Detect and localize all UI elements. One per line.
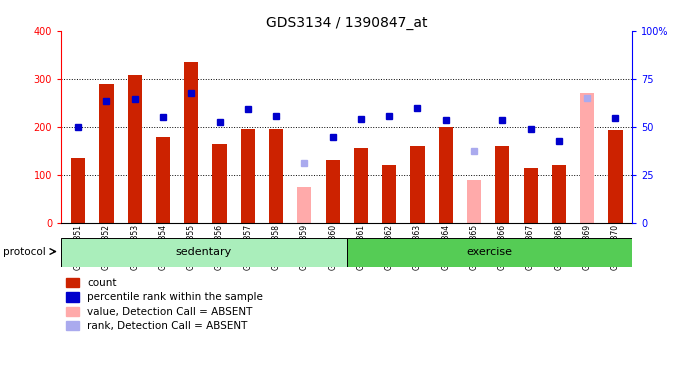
Bar bbox=[382, 165, 396, 223]
Text: protocol: protocol bbox=[3, 247, 46, 257]
Bar bbox=[269, 129, 283, 223]
Bar bbox=[524, 167, 538, 223]
Bar bbox=[347, 238, 632, 267]
Legend: count, percentile rank within the sample, value, Detection Call = ABSENT, rank, : count, percentile rank within the sample… bbox=[67, 278, 263, 331]
Bar bbox=[128, 75, 142, 223]
Bar bbox=[241, 129, 255, 223]
Text: exercise: exercise bbox=[466, 247, 513, 258]
Bar bbox=[61, 238, 347, 267]
Bar bbox=[156, 137, 170, 223]
Bar bbox=[495, 146, 509, 223]
Bar bbox=[184, 62, 199, 223]
Bar bbox=[411, 146, 424, 223]
Bar bbox=[71, 158, 85, 223]
Bar bbox=[354, 148, 368, 223]
Bar bbox=[99, 84, 114, 223]
Title: GDS3134 / 1390847_at: GDS3134 / 1390847_at bbox=[266, 16, 428, 30]
Bar bbox=[297, 187, 311, 223]
Bar bbox=[467, 180, 481, 223]
Bar bbox=[580, 93, 594, 223]
Text: sedentary: sedentary bbox=[176, 247, 232, 258]
Bar bbox=[439, 127, 453, 223]
Bar bbox=[212, 144, 226, 223]
Bar bbox=[326, 161, 340, 223]
Bar bbox=[609, 130, 622, 223]
Bar bbox=[551, 165, 566, 223]
